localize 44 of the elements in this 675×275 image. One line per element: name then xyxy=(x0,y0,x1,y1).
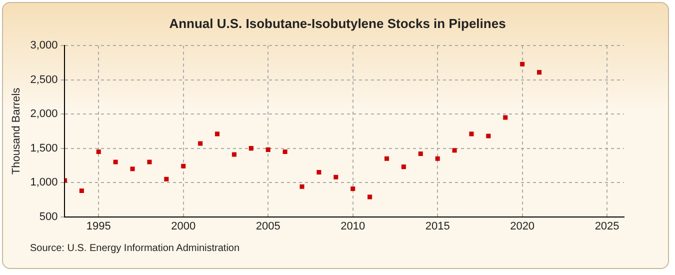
point xyxy=(79,188,84,194)
x-tick-label: 2005 xyxy=(256,220,280,232)
point xyxy=(282,149,288,154)
point xyxy=(368,194,372,200)
x-tick-label: 2010 xyxy=(340,220,366,232)
y-tick-label: 2,500 xyxy=(30,74,58,86)
point xyxy=(181,164,186,168)
point xyxy=(300,184,304,189)
point xyxy=(198,141,203,146)
x-tick-label: 2020 xyxy=(510,220,535,232)
x-tick-label: 2025 xyxy=(594,220,620,232)
point xyxy=(164,176,169,182)
point xyxy=(435,156,440,161)
y-axis-title: Thousand Barrels xyxy=(10,87,23,175)
point xyxy=(130,166,135,172)
point xyxy=(503,115,508,120)
point xyxy=(96,149,101,154)
x-tick-label: 2000 xyxy=(171,220,196,232)
point xyxy=(113,160,118,164)
y-tick-label: 500 xyxy=(39,210,58,223)
point xyxy=(384,156,389,161)
point xyxy=(316,170,322,175)
point xyxy=(418,152,423,156)
x-tick-label: 1995 xyxy=(86,220,111,232)
point xyxy=(147,160,152,164)
source-note: Source: U.S. Energy Information Administration xyxy=(30,243,240,254)
point xyxy=(350,186,356,191)
y-tick-label: 2,000 xyxy=(30,108,58,120)
point xyxy=(334,174,338,180)
point xyxy=(214,132,220,136)
point xyxy=(469,132,474,136)
point xyxy=(232,152,236,157)
point xyxy=(266,147,270,152)
x-tick-label: 2015 xyxy=(425,220,450,232)
point xyxy=(401,164,406,170)
y-tick-label: 1,500 xyxy=(30,142,58,154)
point xyxy=(537,70,542,75)
chart-title: Annual U.S. Isobutane-Isobutylene Stocks in Pipelines xyxy=(168,16,507,31)
point xyxy=(520,62,525,66)
point xyxy=(452,148,457,153)
point xyxy=(248,146,254,151)
y-tick-label: 1,000 xyxy=(30,176,58,189)
y-tick-label: 3,000 xyxy=(30,40,58,52)
point xyxy=(486,134,491,138)
